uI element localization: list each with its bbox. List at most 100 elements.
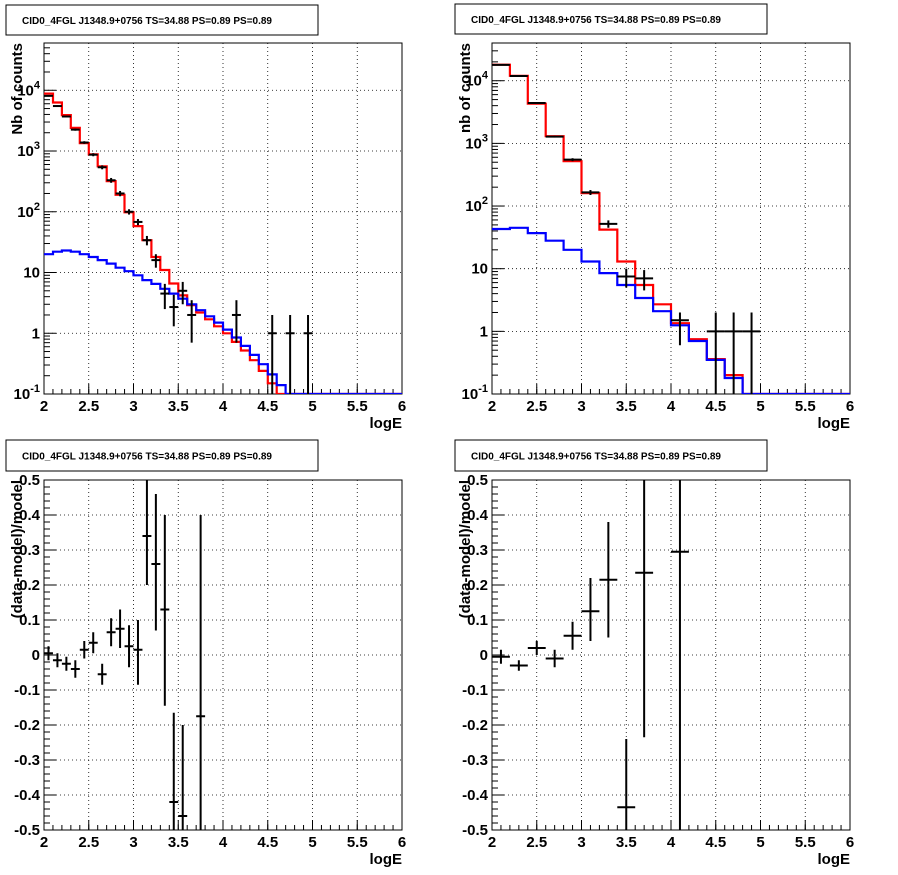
y-tick-label: -0.2	[14, 717, 40, 734]
x-tick-label: 6	[846, 834, 854, 851]
x-tick-label: 2.5	[78, 834, 99, 851]
data-point	[115, 190, 125, 197]
tick-base: 10	[17, 204, 34, 221]
y-tick-label: 104	[465, 70, 489, 90]
tick-base: 10	[465, 135, 482, 152]
x-tick-label: 4.5	[705, 398, 726, 415]
data-point	[70, 660, 80, 678]
x-tick-label: 2.5	[78, 398, 99, 415]
y-tick-label: 103	[465, 132, 488, 152]
tick-exponent: 3	[34, 140, 40, 152]
y-tick-label: 0.5	[19, 472, 40, 489]
data-point	[285, 314, 295, 394]
x-tick-label: 5	[756, 398, 764, 415]
data-point	[160, 515, 170, 706]
data-point	[599, 220, 618, 228]
data-point	[61, 115, 71, 118]
y-tick-label: 0	[480, 647, 488, 664]
y-tick-label: 104	[17, 79, 41, 99]
data-point	[44, 646, 53, 661]
data-point	[196, 515, 206, 830]
y-tick-label: -0.2	[462, 717, 488, 734]
x-tick-label: 4.5	[257, 834, 278, 851]
y-tick-label: -0.1	[462, 682, 488, 699]
x-tick-label: 6	[846, 398, 854, 415]
data-point	[169, 294, 179, 327]
data-point	[151, 254, 161, 268]
x-tick-label: 5	[308, 398, 316, 415]
tick-base: 10	[17, 82, 34, 99]
series-line-1	[492, 63, 850, 394]
chart-panel-3: 2 2.5 3 3.5 4 4.5 5 5.5 6 -0.5 -0.4 -0.3 -0.2 -0.1 0 0.…	[5, 439, 406, 868]
y-tick-label: 0.1	[467, 612, 488, 629]
y-axis-title: (data-model)/model	[9, 480, 26, 618]
data-point	[742, 312, 761, 394]
tick-base: 10	[17, 143, 34, 160]
chart-title: CID0_4FGL J1348.9+0756 TS=34.88 PS=0.89 …	[22, 16, 272, 27]
x-tick-label: 4.5	[257, 398, 278, 415]
title-box	[454, 3, 768, 35]
data-point	[52, 105, 62, 108]
data-point	[581, 190, 600, 196]
x-tick-label: 2	[40, 834, 48, 851]
data-point	[178, 725, 188, 830]
data-point	[671, 480, 689, 830]
x-tick-label: 3	[129, 398, 137, 415]
x-tick-label: 4	[667, 834, 676, 851]
data-point	[617, 268, 636, 288]
data-point	[151, 494, 161, 631]
tick-base: 10	[462, 386, 479, 403]
x-tick-label: 6	[398, 398, 406, 415]
x-tick-label: 3	[129, 834, 137, 851]
data-point	[178, 281, 188, 305]
y-tick-label: 0.4	[467, 507, 489, 524]
y-axis-title: nb of counts	[457, 43, 474, 133]
title-box	[5, 4, 319, 36]
data-point	[617, 739, 636, 830]
x-tick-label: 5.5	[347, 398, 368, 415]
series-line-2	[44, 249, 402, 394]
plot-frame	[491, 479, 851, 831]
y-tick-label: 0	[32, 647, 40, 664]
data-point	[509, 660, 528, 671]
chart-title: CID0_4FGL J1348.9+0756 TS=34.88 PS=0.89 …	[471, 15, 721, 26]
data-point	[142, 480, 152, 585]
x-axis-title: logE	[818, 851, 851, 868]
chart-panel-1: 2 2.5 3 3.5 4 4.5 5 5.5 610-1110102103104logENb …	[5, 4, 406, 432]
data-point	[142, 235, 152, 246]
data-point	[706, 312, 725, 394]
x-tick-label: 4.5	[705, 834, 726, 851]
data-point	[527, 641, 546, 655]
y-tick-label: 10-1	[14, 383, 40, 403]
y-tick-label: 10	[471, 261, 488, 278]
tick-exponent: 4	[482, 70, 489, 82]
data-point	[88, 153, 98, 157]
tick-exponent: 4	[34, 79, 41, 91]
y-tick-label: -0.4	[14, 787, 41, 804]
chart-title: CID0_4FGL J1348.9+0756 TS=34.88 PS=0.89 …	[471, 452, 721, 463]
x-tick-label: 4	[219, 834, 228, 851]
x-tick-label: 3.5	[168, 834, 189, 851]
data-point	[187, 300, 197, 343]
x-tick-label: 4	[219, 398, 228, 415]
x-tick-label: 5	[308, 834, 316, 851]
data-point	[563, 158, 582, 162]
data-point	[52, 653, 62, 668]
x-tick-label: 3	[577, 398, 585, 415]
y-tick-label: -0.4	[462, 787, 489, 804]
data-point	[133, 620, 143, 685]
title-box	[454, 439, 768, 472]
y-tick-label: -0.5	[14, 822, 40, 839]
x-tick-label: 3.5	[616, 834, 637, 851]
x-tick-label: 3.5	[168, 398, 189, 415]
x-tick-label: 2	[40, 398, 48, 415]
data-point	[492, 649, 510, 664]
tick-base: 10	[14, 386, 31, 403]
data-point	[545, 649, 564, 668]
data-point	[169, 712, 179, 830]
data-point	[115, 609, 125, 648]
x-tick-label: 5.5	[795, 398, 816, 415]
chart-title: CID0_4FGL J1348.9+0756 TS=34.88 PS=0.89 …	[22, 452, 272, 463]
data-point	[635, 480, 654, 738]
data-point	[124, 625, 134, 668]
